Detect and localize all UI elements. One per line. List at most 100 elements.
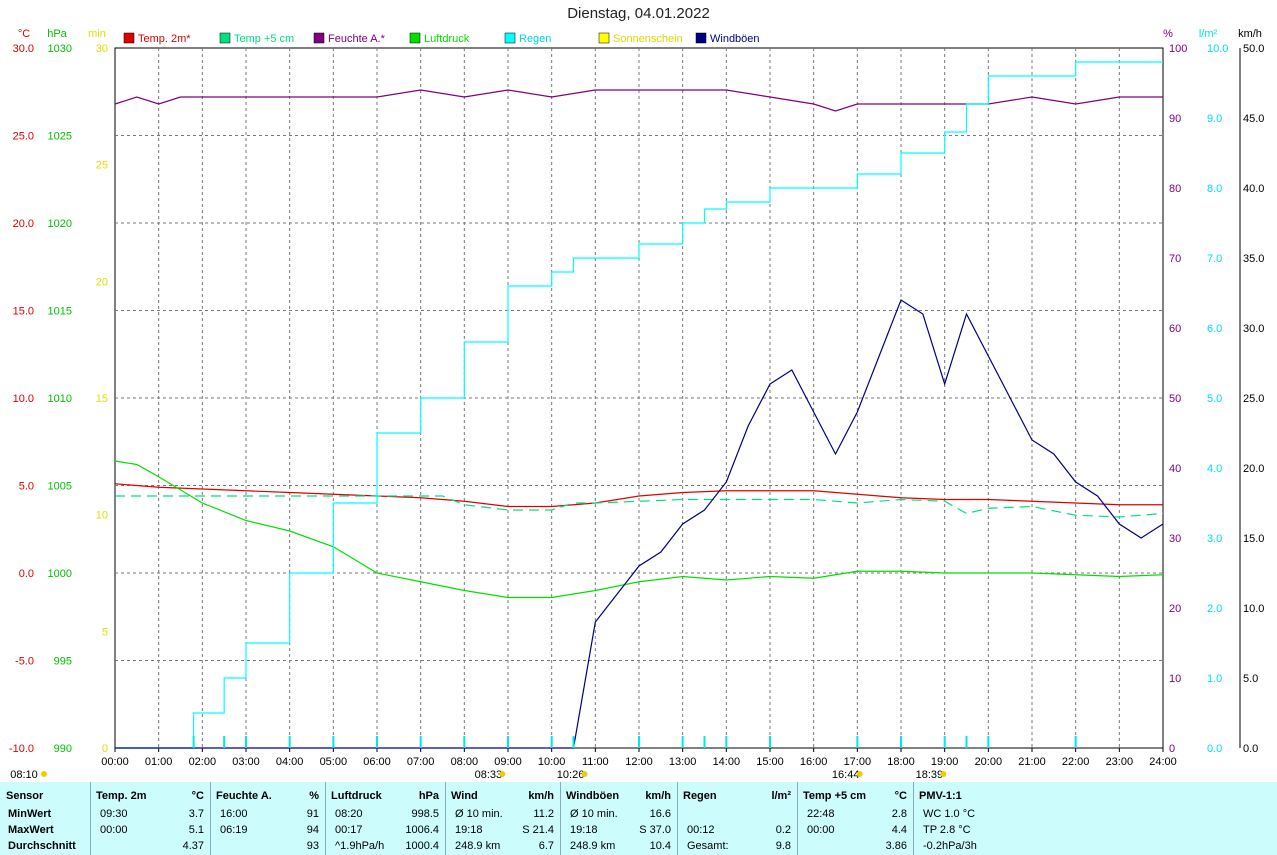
time-tick-label: 17:00 [844,756,872,768]
rain-event-mark [288,736,291,748]
stats-value-label: Ø 10 min. [455,808,503,820]
rain-tick-label: 8.0 [1207,183,1222,195]
wind-tick-label: 10.0 [1243,603,1264,615]
legend-swatch [219,32,231,44]
stats-column-divider [797,782,798,855]
stats-column-divider [90,782,91,855]
rain-tick-label: 1.0 [1207,673,1222,685]
sun-marker-icon [499,771,506,777]
wind-tick-label: 45.0 [1243,113,1264,125]
humidity-tick-label: 10 [1169,673,1181,685]
left-unit-label: hPa [47,28,67,40]
legend-label: Temp +5 cm [234,33,294,45]
wind-tick-label: 15.0 [1243,533,1264,545]
rain-event-mark [1074,736,1077,748]
legend-label: Luftdruck [424,33,470,45]
stats-value: 94 [306,824,319,836]
wind-tick-label: 35.0 [1243,253,1264,265]
sun-marker-icon [41,771,47,777]
legend-label: Temp. 2m* [138,33,191,45]
legend-label: Windböen [710,33,760,45]
time-tick-label: 13:00 [669,756,697,768]
pressure-tick-label: 1010 [48,393,72,405]
time-tick-label: 18:00 [887,756,915,768]
left-unit-label: °C [18,28,30,40]
time-tick-label: 10:00 [538,756,566,768]
time-tick-label: 07:00 [407,756,435,768]
humidity-tick-label: 0 [1169,743,1175,755]
left-unit-label: min [88,28,106,40]
weather-chart: °C hPa min 30.0 25.0 20.0 15.0 10.0 5.0 0.0 -5.0 -1… [9,28,1265,781]
legend-swatch [409,32,421,44]
humidity-tick-label: 50 [1169,393,1181,405]
stats-value-label: 00:00 [807,824,835,836]
stats-value-label: ^1.9hPa/h [335,840,385,852]
stats-value-label: 248.9 km [570,840,616,852]
stats-column-divider [325,782,326,855]
wind-tick-label: 0.0 [1243,743,1258,755]
rain-tick-label: 2.0 [1207,603,1222,615]
time-marker-label: 16:44 [832,769,860,781]
legend-label: Regen [519,33,551,45]
time-tick-label: 11:00 [582,756,609,768]
rain-event-mark [223,736,226,748]
time-tick-label: 24:00 [1149,756,1177,768]
stats-header: Windböen [566,790,620,802]
rain-tick-label: 9.0 [1207,113,1222,125]
sunshine-tick-label: 30 [96,43,108,55]
time-tick-label: 00:00 [101,756,129,768]
stats-value: 11.2 [533,808,554,820]
stats-unit: °C [894,790,907,802]
wind-tick-label: 25.0 [1243,393,1264,405]
pressure-tick-label: 995 [54,656,72,668]
humidity-tick-label: 70 [1169,253,1181,265]
stats-header: PMV-1:1 [919,790,962,802]
pressure-tick-label: 1025 [48,131,72,143]
temp-tick-label: 30.0 [13,43,34,55]
rain-event-mark [987,736,990,748]
chart-title: Dienstag, 04.01.2022 [567,5,710,22]
pressure-tick-label: 990 [54,743,72,755]
stats-value: 5.1 [188,824,204,836]
rain-event-mark [943,736,946,748]
rain-tick-label: 4.0 [1207,463,1222,475]
stats-value-label: 09:30 [100,808,128,820]
legend-label: Sonnenschein [613,33,683,45]
rain-event-mark [638,736,640,748]
sun-marker-icon [940,771,947,777]
time-marker-label: 10:26 [557,769,585,781]
wind-tick-label: 30.0 [1243,323,1264,335]
rain-tick-label: 3.0 [1207,533,1222,545]
stats-value-label: WC 1.0 °C [923,808,976,820]
stats-value-label: -0.2hPa/3h [923,840,977,852]
time-tick-label: 05:00 [320,756,348,768]
wind-tick-label: 40.0 [1243,183,1264,195]
stats-column-divider [677,782,678,855]
stats-value: 3.86 [885,840,907,852]
sunshine-tick-label: 15 [96,393,108,405]
stats-value: S 37.0 [639,824,671,836]
pressure-tick-label: 1000 [48,568,72,580]
stats-value: 1006.4 [405,824,439,836]
time-marker-label: 08:10 [10,769,38,781]
rain-event-mark [572,736,575,748]
time-tick-label: 12:00 [625,756,653,768]
rain-tick-label: 5.0 [1207,393,1222,405]
sunshine-tick-label: 25 [96,160,108,172]
humidity-tick-label: 80 [1169,183,1181,195]
right-unit-label: % [1163,28,1173,40]
stats-unit: km/h [528,790,554,802]
time-tick-label: 01:00 [145,756,173,768]
time-tick-label: 23:00 [1106,756,1134,768]
temp-tick-label: 25.0 [13,131,34,143]
humidity-tick-label: 20 [1169,603,1181,615]
rain-event-mark [856,736,859,748]
time-tick-label: 16:00 [800,756,828,768]
rain-event-mark [192,736,195,748]
rain-tick-label: 6.0 [1207,323,1222,335]
legend-swatch [695,32,707,44]
sun-marker-icon [856,771,863,777]
temp-tick-label: 10.0 [13,393,34,405]
sunshine-tick-label: 5 [102,626,108,638]
humidity-tick-label: 100 [1169,43,1187,55]
